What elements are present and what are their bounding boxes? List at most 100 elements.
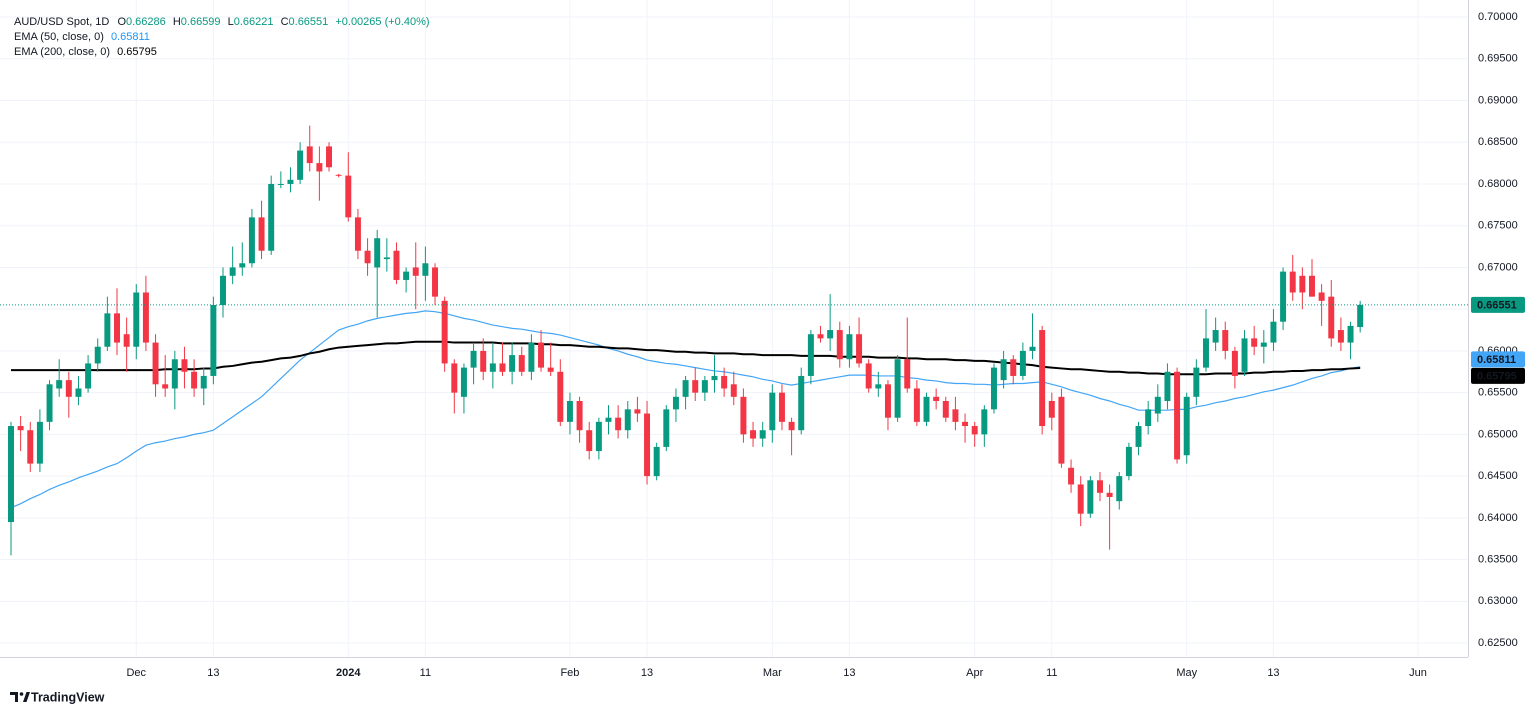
candle-body (306, 146, 313, 164)
candle-body (865, 363, 872, 389)
candle-body (104, 313, 111, 347)
ema-name: EMA (50, close, 0) (14, 31, 104, 43)
candle-body (480, 350, 487, 372)
candle-body (123, 334, 130, 347)
ema-value: 0.65795 (117, 46, 157, 58)
ohlc-value: 0.66221 (234, 16, 274, 28)
candle-body (692, 380, 699, 393)
candle-body (894, 359, 901, 418)
candle-body (1087, 480, 1094, 514)
candle-body (316, 163, 323, 172)
candle-body (114, 313, 120, 343)
candle-body (65, 380, 72, 397)
candle-body (451, 363, 458, 393)
candle-body (1000, 359, 1007, 381)
candle-body (721, 375, 728, 389)
candle-body (1260, 342, 1267, 347)
candle-body (730, 384, 737, 397)
candle-body (1135, 426, 1142, 447)
y-tick-label: 0.63500 (1478, 553, 1518, 565)
ohlc-value: 0.66599 (181, 16, 221, 28)
candle-body (1164, 371, 1171, 401)
candle-body (489, 363, 496, 372)
candle-body (364, 250, 371, 264)
candle-body (933, 396, 940, 401)
x-tick-label: 13 (1267, 667, 1279, 679)
candle-body (778, 392, 785, 422)
candle-body (1068, 467, 1075, 485)
price-label: 0.65811 (1477, 354, 1516, 366)
y-tick-label: 0.67000 (1478, 261, 1518, 273)
ema-legend: EMA (50, close, 0) 0.65811 (14, 31, 150, 43)
x-tick-label: Dec (126, 667, 146, 679)
candle-body (509, 355, 516, 372)
candle-body (990, 367, 997, 410)
candle-body (191, 371, 198, 389)
candle-body (1048, 400, 1055, 418)
candle-body (162, 384, 169, 389)
candle-body (528, 342, 535, 372)
ema-line (10, 310, 1361, 509)
candle-body (499, 363, 506, 372)
candle-body (846, 334, 853, 360)
ohlc-key: L (228, 16, 234, 28)
x-tick-label: 11 (1046, 667, 1057, 679)
candle-body (566, 400, 573, 422)
candle-body (239, 263, 246, 268)
price-label-box (1471, 367, 1525, 384)
candle-body (8, 426, 14, 523)
candle-body (827, 330, 834, 339)
candle-body (1058, 396, 1065, 464)
candle-body (1241, 338, 1248, 372)
candle-body (1202, 338, 1209, 368)
candle-body (354, 217, 361, 251)
candle-body (403, 271, 410, 280)
y-tick-label: 0.64500 (1478, 470, 1518, 482)
candle-body (1251, 338, 1258, 347)
candle-body (750, 430, 757, 439)
candle-body (875, 384, 882, 389)
brand-icon (23, 692, 30, 702)
candle-body (923, 396, 930, 422)
x-tick-label: 13 (641, 667, 653, 679)
ohlc-key: C (281, 16, 289, 28)
candle-body (952, 409, 959, 422)
candle-body (615, 417, 622, 431)
candle-body (547, 367, 554, 372)
candle-body (1289, 271, 1296, 293)
candle-body (393, 250, 400, 280)
candle-body (1145, 409, 1152, 427)
candle-body (682, 380, 689, 397)
candle-body (133, 292, 140, 347)
candle-body (788, 421, 795, 431)
x-tick-label: 11 (420, 667, 431, 679)
candle-body (1174, 371, 1181, 460)
candle-body (374, 238, 381, 268)
x-tick-label: Mar (763, 667, 782, 679)
candle-body (17, 426, 24, 431)
candle-body (942, 400, 949, 418)
brand: TradingView (10, 690, 105, 704)
change-label: +0.00265 (+0.40%) (335, 16, 429, 28)
candle-body (345, 175, 352, 218)
candle-body (586, 430, 593, 452)
candle-body (152, 342, 159, 385)
brand-icon (19, 692, 24, 696)
candle-body (277, 183, 284, 185)
candle-body (1106, 492, 1113, 497)
ema-line (11, 340, 1361, 376)
x-tick-label: Jun (1409, 667, 1427, 679)
candle-body (27, 430, 34, 464)
candle-body (663, 409, 670, 447)
candle-body (913, 388, 920, 422)
candle-body (258, 217, 265, 251)
candle-body (1077, 484, 1084, 514)
candle-body (538, 342, 545, 368)
price-label: 0.66551 (1477, 299, 1517, 311)
candle-body (1039, 330, 1046, 427)
candle-body (1309, 275, 1315, 297)
candle-body (701, 380, 708, 393)
candle-body (335, 174, 342, 176)
